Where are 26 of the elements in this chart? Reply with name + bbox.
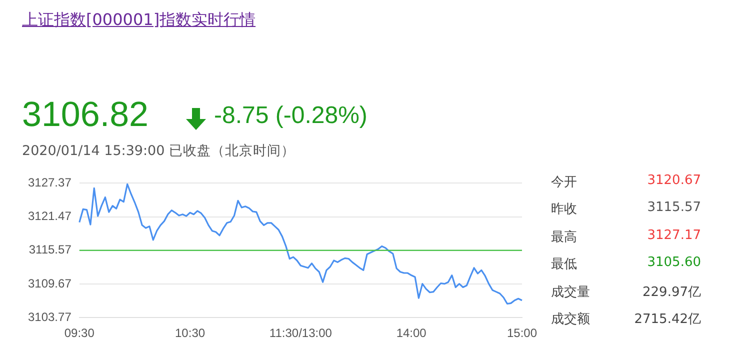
chart-title: 上证指数[000001]指数实时行情 — [22, 10, 256, 31]
y-tick-label: 3121.47 — [28, 209, 72, 224]
text: 最低 — [551, 256, 577, 274]
text: 成交额 — [551, 310, 590, 329]
text: 昨收 — [551, 201, 577, 220]
y-tick-label: 3115.57 — [28, 242, 72, 257]
text: 229.97亿 — [642, 284, 701, 302]
y-tick-label: 3109.67 — [28, 276, 72, 290]
text: 3106.82 — [22, 95, 149, 135]
x-tick-label: 10:30 — [175, 326, 206, 340]
text: 今开 — [551, 174, 577, 192]
text: 最高 — [551, 228, 577, 247]
y-tick-label: 3103.77 — [28, 310, 72, 324]
y-tick-label: 3127.37 — [28, 176, 72, 190]
text: 2020/01/14 15:39:00 已收盘（北京时间） — [22, 142, 296, 160]
text: 成交量 — [551, 284, 590, 302]
text: 3105.60 — [647, 255, 701, 272]
x-tick-label: 14:00 — [396, 326, 427, 340]
text: 3127.17 — [647, 228, 701, 245]
x-tick-label: 09:30 — [64, 326, 95, 340]
text: 3120.67 — [647, 173, 701, 190]
x-tick-label: 15:00 — [506, 326, 538, 340]
text: 2715.42亿 — [634, 310, 701, 329]
text: 3115.57 — [647, 200, 701, 218]
text: -8.75 (-0.28%) — [214, 102, 368, 130]
x-tick-label: 11:30/13:00 — [269, 326, 332, 340]
